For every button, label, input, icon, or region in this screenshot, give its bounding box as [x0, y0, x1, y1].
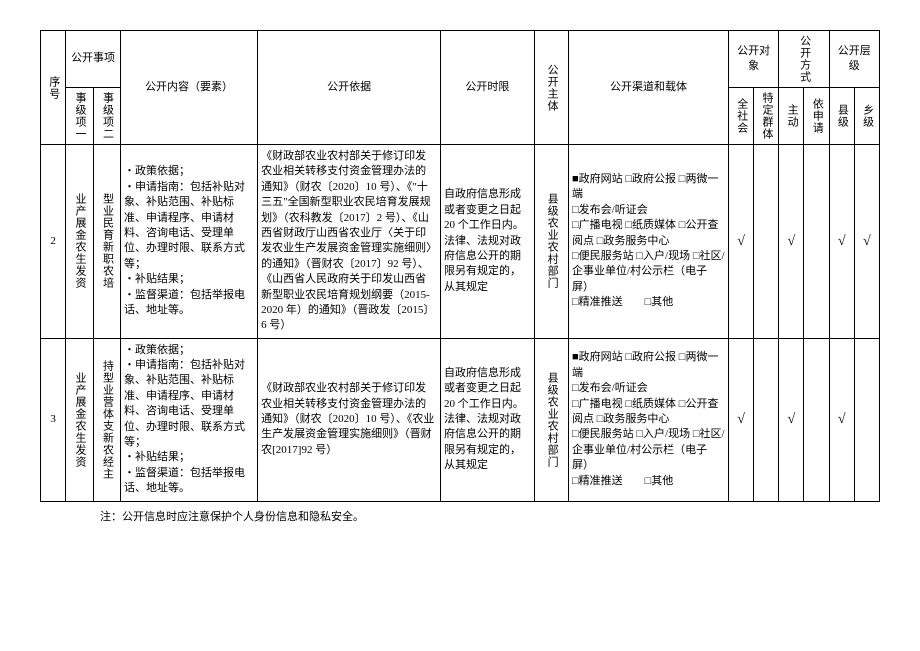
th-specific-group: 特定群体: [754, 88, 779, 145]
th-active: 主动: [779, 88, 804, 145]
th-subject: 公开主体: [534, 31, 568, 145]
table-row: 2业产展金农生发资型业民育新职农培・政策依据； ・申请指南：包括补贴对象、补贴范…: [41, 145, 880, 339]
th-channel: 公开渠道和载体: [569, 31, 729, 145]
cell-channel: ■政府网站 □政府公报 □两微一端 □发布会/听证会 □广播电视 □纸质媒体 □…: [569, 145, 729, 339]
cell-time: 自政府信息形成或者变更之日起20 个工作日内。法律、法规对政府信息公开的期限另有…: [441, 145, 535, 339]
table-body: 2业产展金农生发资型业民育新职农培・政策依据； ・申请指南：包括补贴对象、补贴范…: [41, 145, 880, 502]
table-row: 3业产展金农生发资持型业营体支新农经主・政策依据； ・申请指南：包括补贴对象、补…: [41, 338, 880, 501]
th-all-society: 全社会: [729, 88, 754, 145]
th-item: 公开事项: [66, 31, 121, 88]
th-time: 公开时限: [441, 31, 535, 145]
th-township: 乡级: [854, 88, 879, 145]
cell-item1: 业产展金农生发资: [66, 338, 93, 501]
cell-by-request: [804, 145, 829, 339]
cell-township: √: [854, 145, 879, 339]
cell-subject: 县级农业农村部门: [534, 145, 568, 339]
cell-active: √: [779, 338, 804, 501]
th-content: 公开内容（要素）: [120, 31, 257, 145]
cell-specific-group: [754, 145, 779, 339]
cell-item1: 业产展金农生发资: [66, 145, 93, 339]
th-method: 公开方式: [779, 31, 829, 88]
cell-basis: 《财政部农业农村部关于修订印发农业相关转移支付资金管理办法的通知》（财农〔202…: [258, 145, 441, 339]
th-level: 公开层级: [829, 31, 879, 88]
cell-channel: ■政府网站 □政府公报 □两微一端 □发布会/听证会 □广播电视 □纸质媒体 □…: [569, 338, 729, 501]
cell-active: √: [779, 145, 804, 339]
cell-township: [854, 338, 879, 501]
th-by-request: 依申请: [804, 88, 829, 145]
th-item1: 事级项一: [66, 88, 93, 145]
cell-all-society: √: [729, 338, 754, 501]
cell-basis: 《财政部农业农村部关于修订印发农业相关转移支付资金管理办法的通知》（财农〔202…: [258, 338, 441, 501]
cell-seq: 2: [41, 145, 66, 339]
cell-county: √: [829, 338, 854, 501]
cell-time: 自政府信息形成或者变更之日起20 个工作日内。法律、法规对政府信息公开的期限另有…: [441, 338, 535, 501]
th-item2: 事级项二: [93, 88, 120, 145]
cell-seq: 3: [41, 338, 66, 501]
th-county: 县级: [829, 88, 854, 145]
cell-content: ・政策依据； ・申请指南：包括补贴对象、补贴范围、补贴标准、申请程序、申请材料、…: [120, 338, 257, 501]
th-basis: 公开依据: [258, 31, 441, 145]
cell-subject: 县级农业农村部门: [534, 338, 568, 501]
cell-all-society: √: [729, 145, 754, 339]
cell-item2: 持型业营体支新农经主: [93, 338, 120, 501]
cell-specific-group: [754, 338, 779, 501]
th-target: 公开对象: [729, 31, 779, 88]
footnote: 注：公开信息时应注意保护个人身份信息和隐私安全。: [40, 502, 880, 524]
cell-item2: 型业民育新职农培: [93, 145, 120, 339]
cell-by-request: [804, 338, 829, 501]
disclosure-table: 序号 公开事项 公开内容（要素） 公开依据 公开时限 公开主体 公开渠道和载体 …: [40, 30, 880, 502]
cell-content: ・政策依据； ・申请指南：包括补贴对象、补贴范围、补贴标准、申请程序、申请材料、…: [120, 145, 257, 339]
th-seq: 序号: [41, 31, 66, 145]
cell-county: √: [829, 145, 854, 339]
